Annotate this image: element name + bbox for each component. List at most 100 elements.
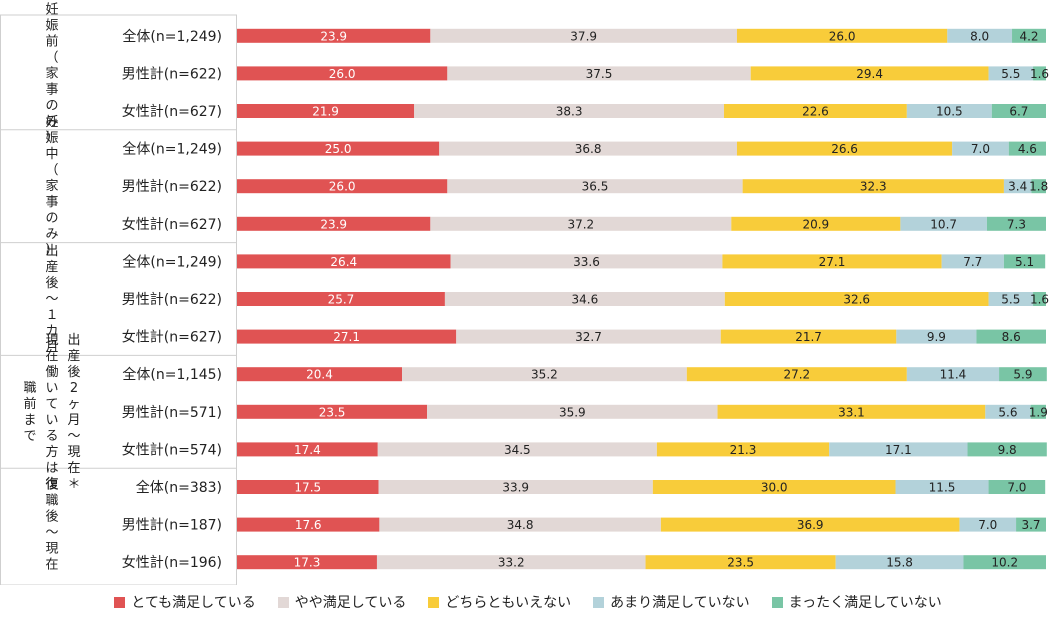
- group-label-char: 妊: [45, 2, 58, 17]
- bar-segment: [237, 292, 445, 306]
- row-label: 全体(n=1,249): [122, 253, 222, 270]
- data-label: 33.6: [573, 255, 600, 269]
- group-label-char: 事: [45, 82, 58, 97]
- bar-segment: [941, 254, 1004, 269]
- group-label-char: 出: [67, 333, 80, 348]
- data-label: 26.4: [330, 255, 357, 269]
- data-label: 3.7: [1021, 518, 1040, 532]
- data-label: 5.1: [1015, 255, 1034, 269]
- data-label: 17.1: [885, 443, 912, 457]
- bar-segment: [237, 555, 377, 570]
- group-label-char: い: [45, 381, 58, 396]
- group-label: 復職後〜現在: [45, 477, 58, 573]
- bar-segment: [237, 480, 379, 494]
- bar-segment: [947, 28, 1013, 43]
- bar-segment: [722, 254, 942, 269]
- group-label-char: 家: [45, 65, 58, 81]
- data-label: 38.3: [556, 105, 583, 119]
- data-label: 5.5: [1001, 67, 1020, 81]
- group-label-char: 娠: [45, 18, 58, 33]
- group-label-char: ヶ: [67, 397, 80, 412]
- data-label: 25.0: [325, 142, 352, 156]
- data-label: 3.4: [1008, 180, 1027, 194]
- group-label-char: 職: [23, 381, 36, 396]
- bar-segment: [988, 292, 1034, 306]
- bar-segment: [991, 104, 1046, 118]
- group-label-char: 復: [45, 476, 58, 492]
- bar-segment: [427, 404, 718, 419]
- bar-segment: [414, 104, 725, 118]
- legend-swatch: [114, 596, 126, 608]
- bar-segment: [237, 329, 457, 344]
- bar-segment: [724, 292, 989, 306]
- group-label-char: 〜: [45, 292, 58, 307]
- bar-segment: [717, 404, 986, 419]
- bar-segment: [456, 329, 721, 344]
- data-label: 37.5: [586, 67, 613, 81]
- bar-segment: [237, 404, 428, 419]
- row-label: 女性計(n=574): [122, 441, 222, 458]
- group-label-char: ＊: [67, 477, 80, 492]
- data-label: 34.5: [504, 443, 531, 457]
- data-label: 15.8: [886, 556, 913, 570]
- row-label: 女性計(n=627): [122, 103, 222, 120]
- bar-segment: [720, 329, 897, 344]
- bar-segment: [895, 480, 989, 494]
- row-label: 全体(n=1,249): [122, 28, 222, 45]
- bar-segment: [835, 555, 964, 570]
- row-label: 男性計(n=622): [122, 292, 222, 308]
- group-label-char: 後: [67, 365, 80, 380]
- data-label: 11.5: [929, 481, 956, 495]
- group-label-char: 中: [45, 147, 58, 162]
- row-labels: 全体(n=1,249) 男性計(n=622) 女性計(n=627) 全体(n=1,24…: [122, 28, 222, 571]
- data-label: 23.9: [320, 217, 347, 231]
- group-label-char: ）: [45, 243, 58, 258]
- bar-segment: [736, 141, 953, 156]
- data-label: 27.2: [783, 368, 810, 382]
- bar-segment: [402, 367, 687, 382]
- legend-swatch: [428, 596, 440, 608]
- data-label: 23.5: [319, 405, 346, 419]
- data-label: 8.6: [1002, 330, 1021, 344]
- group-label-char: 〜: [45, 526, 58, 541]
- group-label-char: 妊: [45, 115, 58, 130]
- legend-item: あまり満足していない: [593, 592, 750, 612]
- bar-segment: [986, 216, 1046, 231]
- data-label: 34.6: [572, 293, 599, 307]
- group-label-char: ま: [23, 413, 36, 428]
- bar-segment: [1003, 179, 1032, 194]
- row-label: 女性計(n=196): [122, 554, 222, 571]
- data-label: 17.5: [294, 481, 321, 495]
- bar-segment: [377, 442, 657, 457]
- data-label: 29.4: [856, 67, 883, 81]
- group-label-char: み: [45, 114, 58, 129]
- bar-segment: [900, 216, 987, 231]
- bar-segment: [237, 66, 448, 81]
- bar-segment: [376, 555, 646, 570]
- bar-segment: [379, 517, 661, 532]
- row-label: 全体(n=383): [136, 479, 222, 496]
- legend-swatch: [771, 596, 783, 608]
- bar-segment: [237, 141, 440, 156]
- bar-segment: [1033, 292, 1046, 306]
- data-label: 17.3: [294, 556, 321, 570]
- data-label: 10.7: [930, 217, 957, 231]
- row-label: 女性計(n=627): [122, 329, 222, 346]
- bar-segment: [237, 517, 380, 532]
- group-label-char: の: [45, 98, 58, 113]
- data-label: 26.0: [329, 180, 356, 194]
- bar-segment: [1030, 404, 1046, 419]
- group-label-char: 現: [45, 333, 58, 348]
- bar-segment: [237, 216, 431, 231]
- data-label: 37.2: [567, 217, 594, 231]
- bar-segment: [999, 367, 1047, 382]
- bar-segment: [985, 404, 1031, 419]
- group-label-char: 復: [45, 477, 58, 493]
- group-label-char: 事: [45, 195, 58, 210]
- data-label: 4.6: [1018, 142, 1037, 156]
- bar-segment: [959, 517, 1017, 532]
